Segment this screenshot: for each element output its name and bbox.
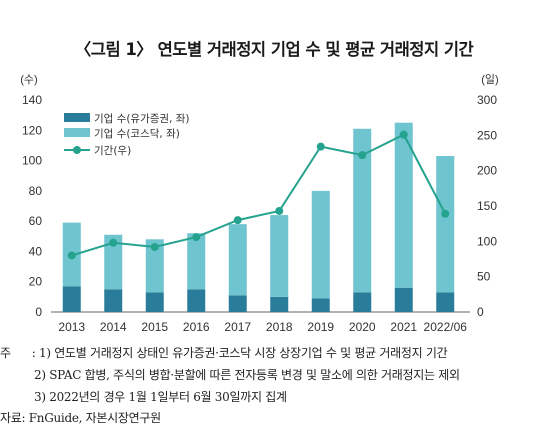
bar	[145, 292, 164, 312]
x-tick-label: 2021	[390, 320, 417, 334]
bar	[270, 215, 289, 297]
line-point	[358, 151, 367, 160]
y-left-tick-label: 140	[22, 93, 42, 107]
bar	[436, 292, 455, 312]
y-right-tick-label: 50	[477, 270, 491, 284]
footnote-3: 3) 2022년의 경우 1월 1일부터 6월 30일까지 집계	[34, 390, 287, 404]
bar	[104, 289, 123, 312]
footnote-2: 2) SPAC 합병, 주식의 병합·분할에 따른 전자등록 변경 및 말소에 …	[34, 368, 460, 382]
line-point	[67, 251, 76, 260]
bar	[311, 190, 330, 299]
y-right-tick-label: 250	[477, 128, 497, 142]
bar	[187, 233, 206, 290]
x-tick-label: 2019	[307, 320, 334, 334]
y-left-tick-label: 40	[29, 244, 43, 258]
legend-swatch	[64, 113, 90, 122]
chart-title: 〈그림 1〉 연도별 거래정지 기업 수 및 평균 거래정지 기간	[74, 40, 474, 59]
x-tick-label: 2022/06	[424, 320, 468, 334]
footnote-text: 1) 연도별 거래정지 상태인 유가증권·코스닥 시장 상장기업 수 및 평균 …	[39, 346, 448, 360]
y-left-tick-label: 0	[35, 305, 42, 319]
y-right-tick-label: 300	[477, 93, 497, 107]
y-left-unit-label: (수)	[20, 73, 37, 86]
y-right-unit-label: (일)	[481, 72, 498, 86]
line-point	[441, 209, 450, 218]
x-tick-label: 2016	[183, 320, 210, 334]
source-note: 자료: FnGuide, 자본시장연구원	[0, 411, 161, 425]
y-left-tick-label: 20	[29, 275, 43, 289]
legend-label: 기업 수(코스닥, 좌)	[94, 127, 180, 140]
line-point	[275, 206, 284, 215]
legend-label: 기간(우)	[94, 145, 131, 157]
legend-label: 기업 수(유가증권, 좌)	[94, 112, 190, 125]
bar	[394, 122, 413, 288]
footnote-prefix: 주	[0, 346, 11, 360]
bar	[228, 295, 247, 312]
line-point	[316, 142, 325, 151]
bar	[62, 286, 81, 312]
y-right-tick-label: 0	[477, 305, 484, 319]
x-tick-label: 2015	[141, 320, 168, 334]
x-tick-label: 2018	[266, 320, 293, 334]
y-right-tick-label: 150	[477, 199, 497, 213]
footnote-separator: :	[31, 346, 36, 360]
y-left-tick-label: 100	[22, 154, 42, 168]
chart-axes: 0 20 40 60 80 100 120 140 (수) 0 50 100 150 200 250 300 (…	[20, 72, 498, 334]
line-point	[399, 130, 408, 139]
chart-legend: 기업 수(유가증권, 좌) 기업 수(코스닥, 좌) 기간(우)	[64, 112, 190, 157]
y-left-tick-label: 120	[22, 123, 42, 137]
bar	[311, 298, 330, 312]
line-path	[71, 133, 447, 257]
x-tick-label: 2014	[100, 320, 127, 334]
footnote-1: 주 : 1) 연도별 거래정지 상태인 유가증권·코스닥 시장 상장기업 수 및…	[0, 344, 448, 361]
bar	[270, 296, 289, 312]
bar	[353, 292, 372, 312]
legend-swatch	[64, 128, 90, 137]
bar	[187, 289, 206, 312]
line-series-group	[67, 130, 450, 260]
line-point	[109, 238, 118, 247]
y-left-tick-label: 80	[29, 184, 43, 198]
bar	[104, 234, 123, 290]
line-point	[233, 216, 242, 225]
bar	[145, 239, 164, 293]
bar	[436, 156, 455, 293]
x-tick-label: 2013	[58, 320, 85, 334]
y-right-tick-label: 200	[477, 164, 497, 178]
line-point	[192, 233, 201, 242]
bar	[228, 224, 247, 296]
x-tick-label: 2020	[349, 320, 376, 334]
bar	[394, 287, 413, 312]
bar	[353, 128, 372, 293]
y-right-tick-label: 100	[477, 234, 497, 248]
y-left-tick-label: 60	[29, 214, 43, 228]
legend-marker	[73, 146, 81, 154]
line-point	[150, 242, 159, 251]
x-tick-label: 2017	[224, 320, 251, 334]
